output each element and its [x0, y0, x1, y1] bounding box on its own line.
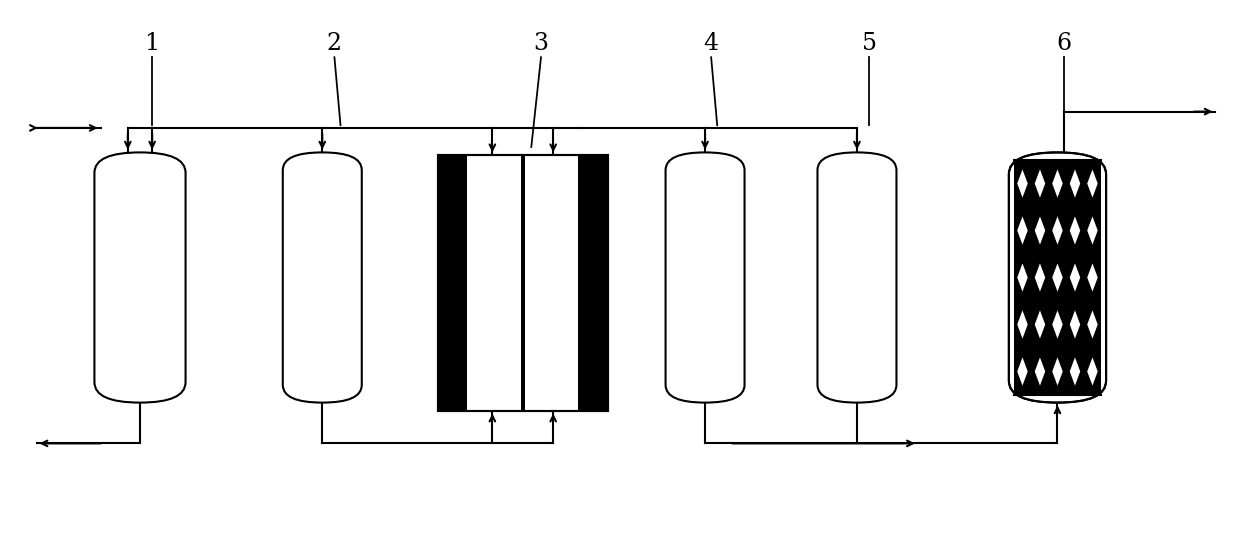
FancyBboxPatch shape [283, 153, 362, 402]
Text: 5: 5 [862, 32, 877, 55]
Polygon shape [1087, 216, 1097, 245]
Polygon shape [1087, 169, 1097, 198]
Polygon shape [1034, 310, 1045, 339]
Bar [521, 155, 525, 411]
Bar [578, 155, 608, 411]
FancyBboxPatch shape [666, 153, 744, 402]
Polygon shape [1087, 357, 1097, 386]
Polygon shape [1053, 216, 1063, 245]
Polygon shape [1070, 264, 1080, 291]
Polygon shape [1070, 169, 1080, 198]
Polygon shape [1017, 264, 1028, 291]
Polygon shape [1034, 216, 1045, 245]
Bar [438, 155, 608, 411]
Polygon shape [1087, 264, 1097, 291]
Polygon shape [1034, 169, 1045, 198]
Polygon shape [1017, 357, 1028, 386]
Polygon shape [1053, 169, 1063, 198]
FancyBboxPatch shape [94, 153, 186, 402]
Polygon shape [1034, 357, 1045, 386]
Text: 2: 2 [327, 32, 342, 55]
Polygon shape [1087, 310, 1097, 339]
Polygon shape [1070, 357, 1080, 386]
Polygon shape [1053, 310, 1063, 339]
Text: 3: 3 [533, 32, 548, 55]
Text: 6: 6 [1056, 32, 1071, 55]
Polygon shape [1017, 169, 1028, 198]
Polygon shape [1070, 216, 1080, 245]
Polygon shape [1070, 310, 1080, 339]
Polygon shape [1034, 264, 1045, 291]
Polygon shape [1017, 216, 1028, 245]
FancyBboxPatch shape [817, 153, 897, 402]
Polygon shape [1053, 357, 1063, 386]
Bar [438, 155, 467, 411]
Text: 4: 4 [703, 32, 719, 55]
Bar [438, 155, 608, 411]
Bar [1014, 160, 1101, 395]
FancyBboxPatch shape [1009, 153, 1106, 402]
Polygon shape [1017, 310, 1028, 339]
Text: 1: 1 [145, 32, 160, 55]
Polygon shape [1053, 264, 1063, 291]
